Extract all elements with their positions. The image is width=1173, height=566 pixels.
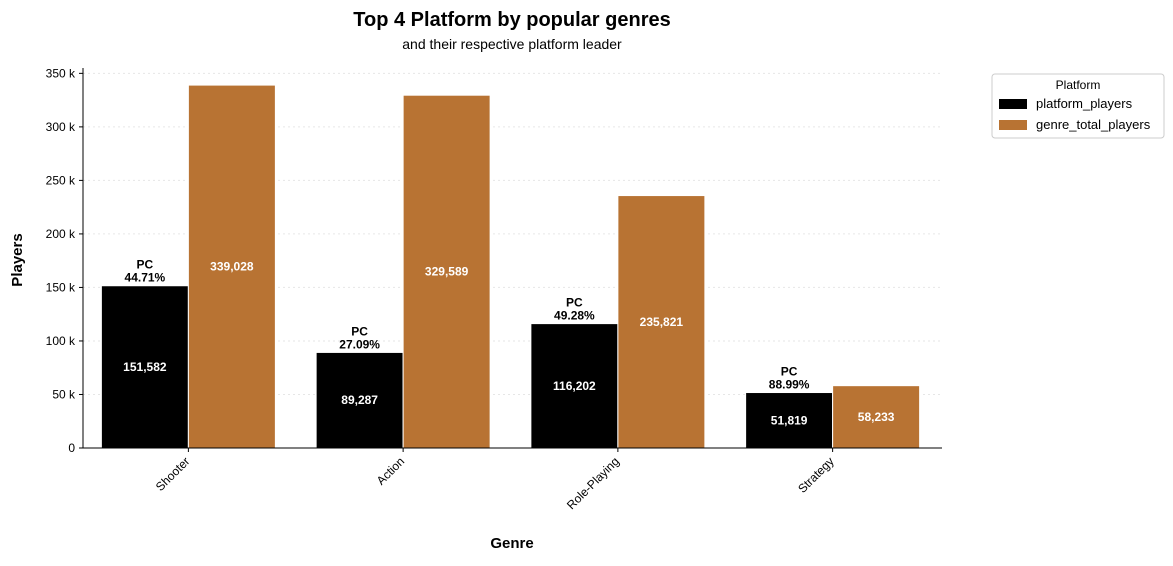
- chart-subtitle: and their respective platform leader: [402, 36, 622, 52]
- x-tick-label: Shooter: [153, 454, 193, 494]
- y-tick-label: 150 k: [46, 280, 76, 294]
- legend-title: Platform: [1056, 78, 1101, 92]
- bar-value-label: 51,819: [771, 413, 808, 427]
- bar-leader-label: PC: [566, 296, 583, 310]
- legend-entry-label: platform_players: [1036, 96, 1133, 111]
- bar-share-label: 88.99%: [769, 378, 810, 392]
- y-tick-label: 100 k: [46, 334, 76, 348]
- y-tick-label: 300 k: [46, 120, 76, 134]
- bar-share-label: 27.09%: [339, 337, 380, 351]
- bar-value-label: 339,028: [210, 260, 254, 274]
- legend-entry-label: genre_total_players: [1036, 117, 1151, 132]
- x-axis-title: Genre: [490, 535, 533, 552]
- bar-platform_players-strategy: [745, 392, 834, 449]
- legend-frame: [991, 73, 1165, 139]
- y-tick-label: 250 k: [46, 173, 76, 187]
- bar-value-label: 235,821: [640, 315, 684, 329]
- bar-value-label: 116,202: [553, 379, 596, 393]
- bar-genre_total_players-strategy: [832, 385, 921, 449]
- bar-leader-label: PC: [137, 258, 154, 272]
- bar-platform_players-role-playing: [530, 323, 619, 449]
- bar-value-label: 329,589: [425, 265, 469, 279]
- bar-platform_players-action: [315, 351, 404, 449]
- y-tick-label: 350 k: [46, 66, 76, 80]
- bar-value-label: 89,287: [341, 393, 378, 407]
- legend-swatch: [999, 120, 1027, 130]
- x-tick-label: Action: [374, 454, 407, 487]
- y-tick-label: 0: [68, 441, 75, 455]
- legend: Platform platform_players genre_total_pla…: [991, 73, 1165, 139]
- chart-title: Top 4 Platform by popular genres: [353, 9, 670, 31]
- bar-genre_total_players-role-playing: [617, 195, 706, 449]
- bar-value-label: 151,582: [123, 360, 167, 374]
- bar-share-label: 44.71%: [125, 271, 166, 285]
- y-tick-label: 50 k: [52, 387, 76, 401]
- bars: [100, 84, 921, 449]
- bar-genre_total_players-shooter: [187, 84, 276, 449]
- bar-platform_players-shooter: [100, 285, 189, 449]
- bar-value-label: 58,233: [858, 410, 895, 424]
- y-axis-title: Players: [9, 233, 26, 286]
- bar-labels: 151,582PC44.71%339,02889,287PC27.09%329,…: [123, 258, 895, 428]
- x-tick-label: Role-Playing: [564, 454, 622, 512]
- bar-share-label: 49.28%: [554, 309, 595, 323]
- bar-leader-label: PC: [351, 324, 368, 338]
- bar-genre_total_players-action: [402, 94, 491, 449]
- x-tick-label: Strategy: [795, 454, 837, 496]
- bar-leader-label: PC: [781, 365, 798, 379]
- legend-swatch: [999, 99, 1027, 109]
- y-tick-label: 200 k: [46, 227, 76, 241]
